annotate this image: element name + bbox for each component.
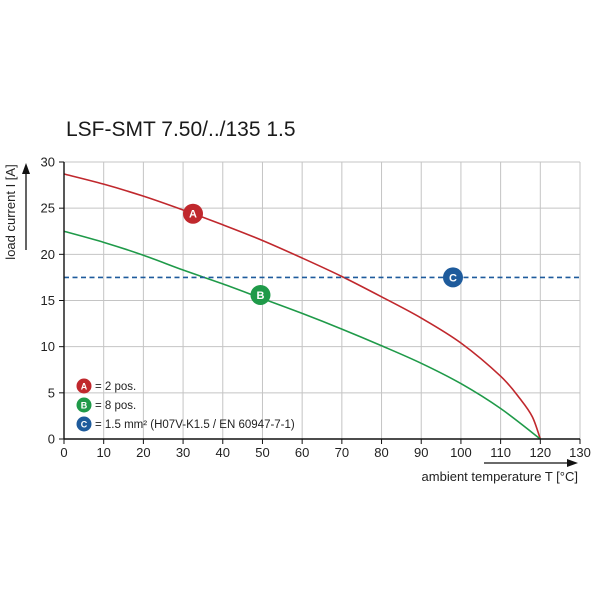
series-marker-label-b: B [257, 290, 265, 302]
axes: 0 10 20 30 40 50 60 70 80 90 100 110 120 130 0 5 10 15 20 2… [3, 155, 591, 485]
legend-text-c: = 1.5 mm² (H07V-K1.5 / EN 60947-7-1) [95, 419, 295, 431]
x-axis-label: ambient temperature T [°C] [422, 469, 578, 484]
y-axis-label: load current I [A] [3, 164, 18, 259]
x-tick-label: 120 [529, 445, 551, 460]
x-tick-label: 40 [216, 445, 230, 460]
legend: A = 2 pos. B = 8 pos. C = 1.5 mm² (H07V-K1.5 … [76, 378, 295, 432]
y-axis-arrow-head [22, 163, 30, 174]
y-tick-label: 30 [41, 155, 55, 170]
series-line-b [63, 230, 541, 440]
series-marker-b [250, 284, 271, 305]
series-lines [63, 173, 580, 440]
x-tick-label: 90 [414, 445, 428, 460]
series-marker-label-c: C [449, 272, 457, 284]
legend-marker-label: C [81, 420, 88, 430]
x-tick-label: 110 [490, 445, 511, 460]
series-line-a [63, 173, 542, 440]
y-tick-label: 15 [41, 293, 55, 308]
x-tick-label: 100 [450, 445, 472, 460]
x-tick-label: 70 [335, 445, 349, 460]
legend-marker-c [76, 416, 92, 432]
legend-marker-label: A [81, 382, 88, 392]
y-tick-label: 20 [41, 247, 55, 262]
x-tick-label: 10 [96, 445, 110, 460]
y-tick-label: 5 [48, 385, 55, 400]
x-tick-label: 130 [569, 445, 591, 460]
legend-marker-a [76, 378, 92, 394]
y-tick-label: 25 [41, 201, 55, 216]
series-markers: A B C [183, 203, 463, 305]
legend-text-a: = 2 pos. [95, 381, 136, 393]
series-marker-c [442, 267, 463, 288]
legend-text-b: = 8 pos. [95, 400, 136, 412]
x-tick-label: 50 [255, 445, 269, 460]
chart-title: LSF-SMT 7.50/../135 1.5 [66, 118, 296, 141]
x-tick-label: 80 [374, 445, 388, 460]
series-marker-label-a: A [189, 209, 197, 221]
x-tick-label: 0 [60, 445, 67, 460]
series-marker-a [183, 203, 203, 224]
x-tick-label: 30 [176, 445, 190, 460]
x-tick-label: 20 [136, 445, 150, 460]
x-axis-arrow-head [567, 459, 578, 467]
legend-marker-b [76, 397, 92, 413]
legend-marker-label: B [81, 401, 88, 411]
y-tick-label: 0 [48, 432, 55, 447]
x-tick-label: 60 [295, 445, 309, 460]
grid [64, 161, 581, 439]
y-tick-label: 10 [41, 339, 55, 354]
